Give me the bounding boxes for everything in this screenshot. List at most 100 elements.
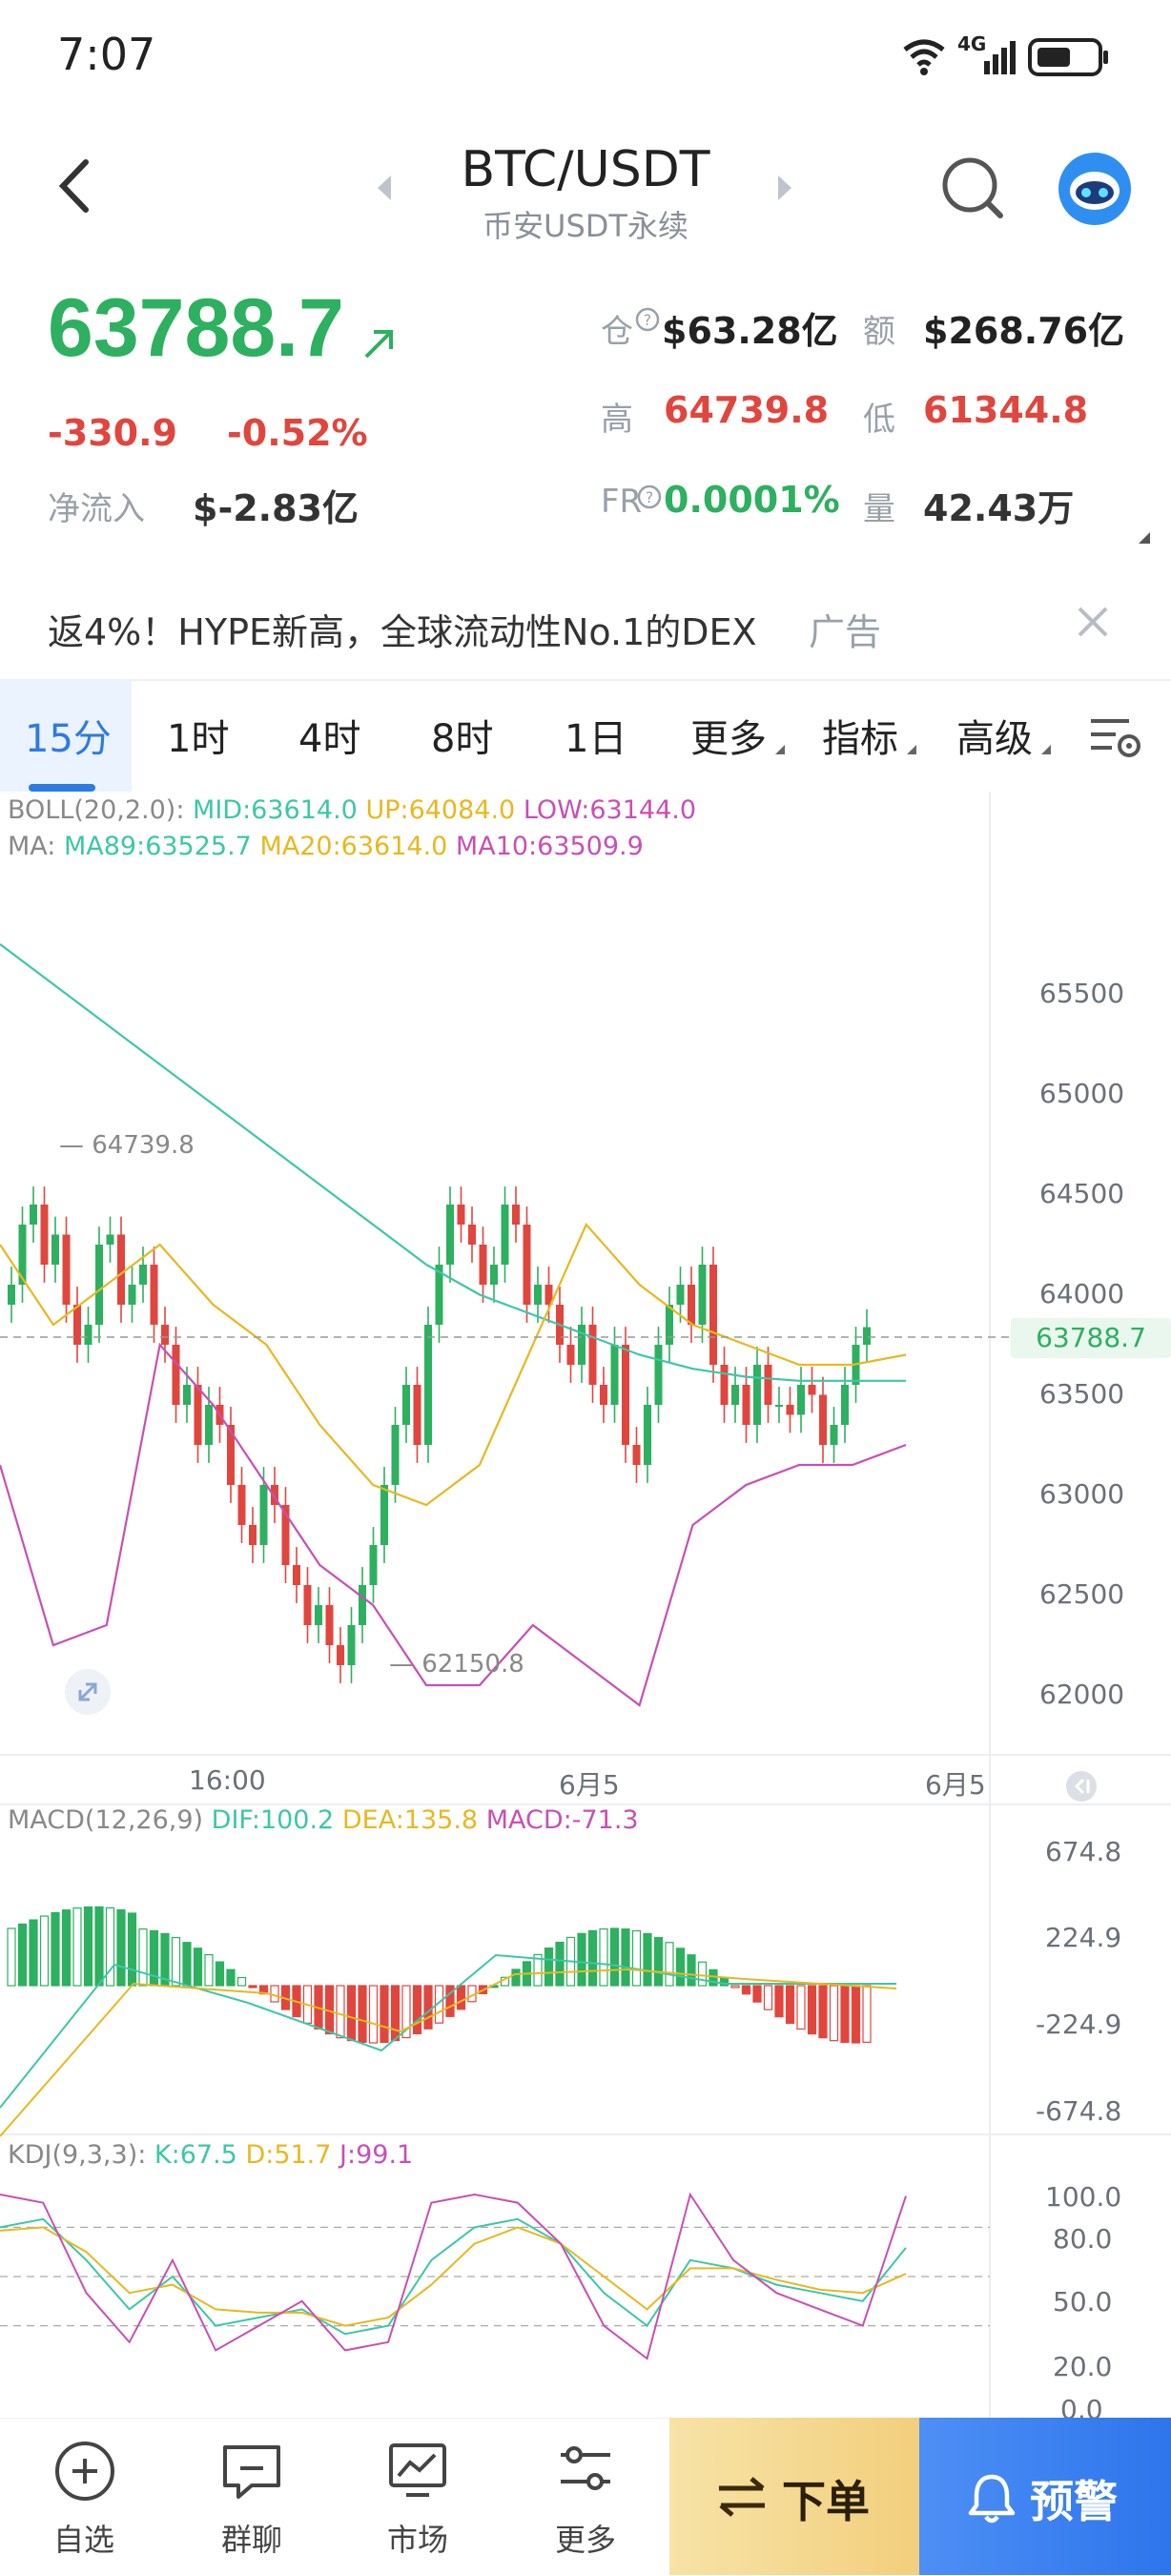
up-arrow-icon [364, 330, 393, 359]
close-icon[interactable] [1074, 603, 1112, 641]
macd-bar [171, 1936, 181, 1987]
macd-bar [390, 1985, 401, 2042]
turnover-label: 额 [863, 313, 895, 351]
netflow-value: $-2.83亿 [193, 487, 359, 529]
candle-body [30, 1205, 37, 1225]
nav-more[interactable]: 更多 [509, 2430, 662, 2564]
tab-1d[interactable]: 1日 [565, 717, 627, 761]
chart-settings-icon[interactable] [1087, 713, 1144, 761]
candle-body [566, 1345, 575, 1365]
fullscreen-icon[interactable] [63, 1667, 113, 1717]
macd-dea: DEA:135.8 [341, 1805, 479, 1835]
assistant-bot-icon[interactable] [1057, 151, 1133, 227]
kdj-tick: 50.0 [1053, 2286, 1113, 2318]
boll-low: LOW:63144.0 [523, 795, 697, 825]
order-button[interactable]: 下单 [669, 2418, 919, 2575]
nav-chat-label: 群聊 [220, 2522, 282, 2558]
candle-body [391, 1425, 400, 1485]
macd-bar [785, 1985, 795, 2025]
nav-watchlist[interactable]: 自选 [8, 2430, 160, 2564]
candle-body [720, 1365, 729, 1405]
info-icon[interactable]: ? [635, 307, 660, 332]
boll-up: UP:64084.0 [365, 795, 516, 825]
more-sliders-icon [561, 2446, 610, 2490]
macd-bar [193, 1947, 203, 1987]
candle-body [380, 1485, 388, 1545]
kdj-j-line [0, 2192, 907, 2360]
kdj-d-line [0, 2226, 907, 2327]
alert-button[interactable]: 预警 [919, 2418, 1171, 2575]
candle-body [742, 1385, 750, 1425]
market-chart-icon [389, 2443, 446, 2497]
candle-body [446, 1205, 454, 1265]
last-price-tag-text: 63788.7 [1036, 1322, 1146, 1353]
macd-bar [796, 1985, 806, 2030]
nav-market[interactable]: 市场 [341, 2430, 494, 2564]
macd-bar [401, 1985, 411, 2039]
boll-up-line [0, 1222, 907, 1507]
tab-4h[interactable]: 4时 [298, 717, 361, 761]
kdj-tick: 20.0 [1053, 2351, 1113, 2382]
expand-corner-icon[interactable] [1137, 530, 1152, 546]
candle-body [468, 1225, 476, 1245]
ma-prefix: MA: [8, 832, 56, 861]
funding-info-icon[interactable]: ? [637, 484, 662, 509]
ad-tag: 广告 [809, 611, 882, 653]
tab-indicators[interactable]: 指标 [822, 717, 898, 761]
macd-bar [61, 1909, 72, 1987]
tab-8h[interactable]: 8时 [431, 717, 494, 761]
macd-bar [818, 1985, 828, 2039]
kdj-legend: KDJ(9,3,3): K:67.5 D:51.7 J:99.1 [8, 2140, 413, 2170]
scroll-to-latest-icon[interactable] [1064, 1769, 1099, 1803]
candle-body [797, 1385, 805, 1415]
macd-tick: 224.9 [1045, 1922, 1122, 1953]
tab-active-indicator [29, 784, 95, 792]
macd-bar [599, 1927, 608, 1987]
candle-body [18, 1225, 27, 1285]
macd-bar [807, 1985, 817, 2035]
tab-more[interactable]: 更多 [690, 717, 767, 761]
time-tick: 6月5 [925, 1769, 986, 1801]
macd-bar [127, 1912, 137, 1987]
candle-body [632, 1445, 641, 1465]
tab-15m[interactable]: 15分 [25, 717, 112, 761]
change-abs: -330.9 [48, 412, 177, 454]
macd-bar [72, 1907, 82, 1987]
candle-body [819, 1394, 827, 1445]
price-tick: 65500 [1039, 978, 1125, 1009]
wifi-icon [903, 39, 945, 75]
kline-chart[interactable] [0, 792, 1171, 2418]
macd-bar [709, 1968, 718, 1987]
macd-bar [182, 1942, 192, 1987]
macd-bar [829, 1985, 839, 2042]
back-button[interactable] [48, 153, 105, 219]
macd-value: MACD:-71.3 [485, 1805, 639, 1835]
candle-body [271, 1485, 278, 1505]
chat-icon [223, 2445, 280, 2499]
volume-label: 量 [863, 490, 895, 528]
macd-bar [51, 1911, 60, 1987]
nav-chat[interactable]: 群聊 [175, 2430, 328, 2564]
search-icon[interactable] [939, 155, 1006, 221]
macd-bar [851, 1985, 861, 2044]
macd-panel [0, 1906, 897, 2137]
candle-body [359, 1585, 366, 1625]
candle-body [666, 1305, 673, 1345]
macd-bar [236, 1976, 247, 1987]
candle-body [347, 1625, 356, 1665]
pair-title[interactable]: BTC/USDT [461, 141, 710, 198]
tab-advanced[interactable]: 高级 [956, 717, 1033, 761]
ad-banner[interactable]: 返4%！HYPE新高，全球流动性No.1的DEX 广告 [0, 561, 1171, 687]
candle-body [183, 1385, 191, 1405]
tab-1h[interactable]: 1时 [167, 717, 230, 761]
prev-pair-icon[interactable] [372, 172, 395, 204]
svg-text:?: ? [646, 488, 654, 506]
overlay-lines [0, 943, 907, 1707]
next-pair-icon[interactable] [774, 172, 797, 204]
funding-value: 0.0001% [664, 479, 840, 521]
boll-legend: BOLL(20,2.0): MID:63614.0 UP:64084.0 LOW… [8, 795, 696, 825]
ma89-line [0, 943, 906, 1382]
ad-text: 返4%！HYPE新高，全球流动性No.1的DEX [48, 611, 757, 653]
low-marker-value: 62150.8 [421, 1650, 524, 1679]
macd-bar [456, 1985, 466, 2010]
